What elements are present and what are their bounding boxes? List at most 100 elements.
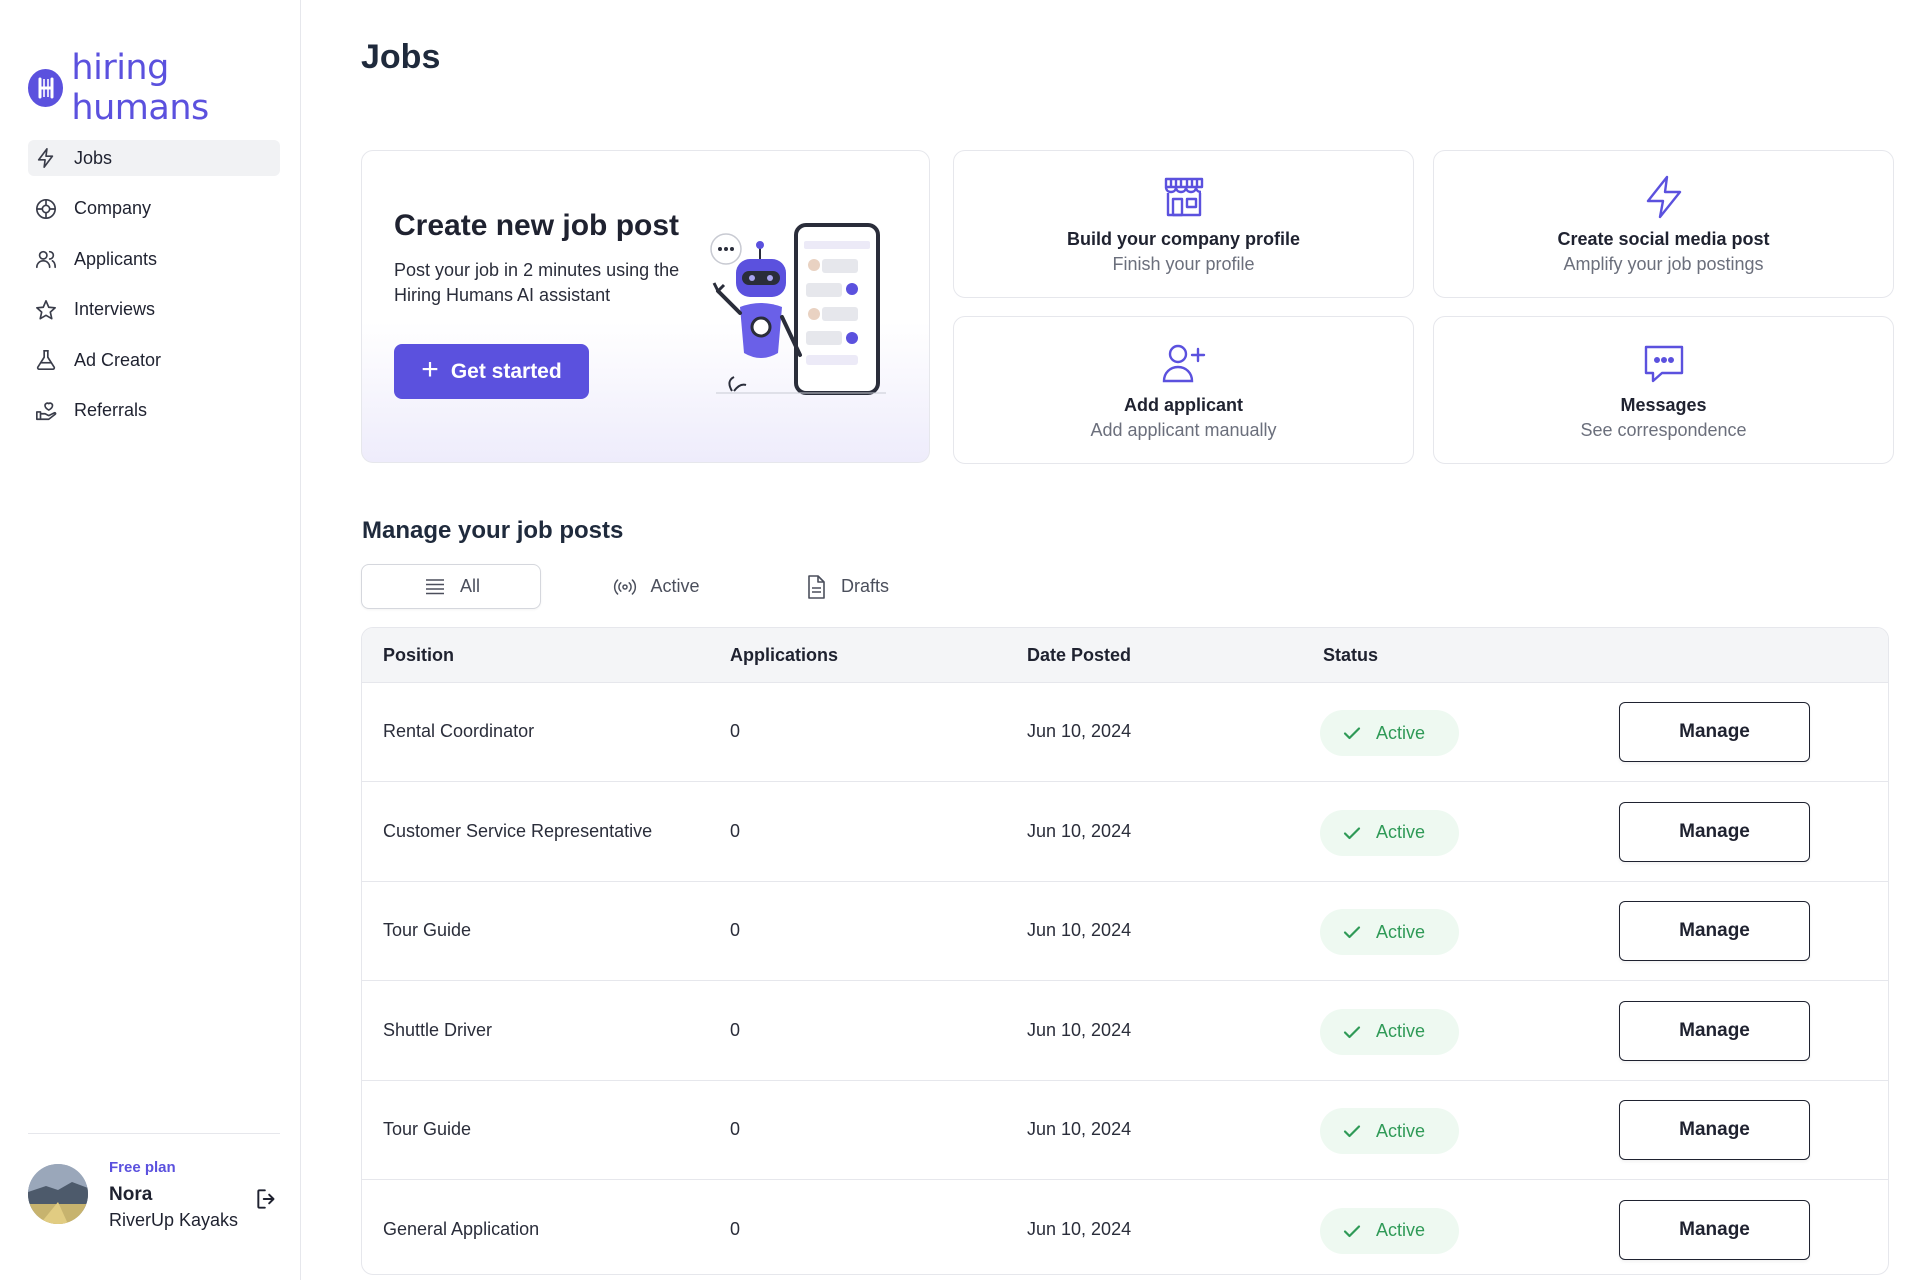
- sidebar-item-label: Jobs: [74, 147, 113, 168]
- date-posted-cell: Jun 10, 2024: [1027, 1119, 1132, 1139]
- card-subtitle: See correspondence: [1580, 420, 1747, 440]
- status-label: Active: [1376, 722, 1426, 743]
- messages-card[interactable]: Messages See correspondence: [1433, 316, 1894, 464]
- robot-illustration-icon: [702, 221, 902, 401]
- status-label: Active: [1376, 1220, 1426, 1240]
- table-row: Rental Coordinator 0 Jun 10, 2024 Active…: [362, 683, 1888, 782]
- card-title: Build your company profile: [1066, 229, 1301, 249]
- job-filter-tabs: All Active Drafts: [361, 564, 921, 609]
- sidebar-item-applicants[interactable]: Applicants: [28, 241, 280, 277]
- check-icon: [1343, 1125, 1361, 1138]
- position-cell: Tour Guide: [383, 1119, 472, 1139]
- check-icon: [1343, 1025, 1361, 1038]
- manage-button[interactable]: Manage: [1619, 1000, 1810, 1061]
- card-title: Create social media post: [1557, 229, 1770, 249]
- users-icon: [34, 247, 58, 271]
- sidebar-item-company[interactable]: Company: [28, 191, 280, 227]
- check-icon: [1343, 727, 1361, 740]
- broadcast-icon: [612, 574, 638, 600]
- applications-cell: 0: [730, 1119, 741, 1139]
- avatar[interactable]: [28, 1164, 88, 1224]
- sidebar-item-ad-creator[interactable]: Ad Creator: [28, 342, 280, 378]
- table-row: General Application 0 Jun 10, 2024 Activ…: [362, 1181, 1888, 1275]
- tab-label: All: [459, 576, 480, 596]
- date-posted-cell: Jun 10, 2024: [1027, 721, 1132, 741]
- storefront-icon: [1160, 173, 1208, 221]
- status-label: Active: [1376, 1021, 1426, 1041]
- tab-all[interactable]: All: [361, 564, 541, 609]
- table-row: Shuttle Driver 0 Jun 10, 2024 Active Man…: [362, 982, 1888, 1081]
- logo-mark-icon: [28, 69, 64, 107]
- sidebar-item-label: Ad Creator: [74, 349, 162, 370]
- date-posted-cell: Jun 10, 2024: [1027, 920, 1132, 940]
- user-panel: Free plan Nora RiverUp Kayaks: [28, 1133, 280, 1230]
- tab-active[interactable]: Active: [581, 564, 731, 609]
- manage-section-title: Manage your job posts: [362, 517, 624, 544]
- manage-button[interactable]: Manage: [1619, 1199, 1810, 1260]
- hero-title: Create new job post: [394, 209, 680, 242]
- lightning-icon: [1640, 173, 1688, 221]
- sidebar-item-interviews[interactable]: Interviews: [28, 292, 280, 328]
- date-posted-cell: Jun 10, 2024: [1027, 1218, 1132, 1239]
- user-name: Nora: [109, 1184, 153, 1205]
- tab-label: Drafts: [840, 576, 889, 596]
- card-title: Messages: [1620, 395, 1707, 415]
- card-subtitle: Finish your profile: [1112, 254, 1255, 274]
- manage-button[interactable]: Manage: [1619, 1100, 1810, 1160]
- star-icon: [34, 298, 58, 322]
- sidebar-item-label: Interviews: [74, 299, 156, 319]
- applications-cell: 0: [730, 920, 741, 940]
- plan-label[interactable]: Free plan: [109, 1159, 176, 1176]
- sidebar-nav: Jobs Company Applicants Interviews Ad Cr…: [28, 140, 280, 443]
- status-badge: Active: [1320, 1108, 1459, 1154]
- manage-button[interactable]: Manage: [1619, 901, 1810, 961]
- position-cell: General Application: [383, 1218, 540, 1239]
- sidebar-item-label: Company: [74, 198, 152, 218]
- column-header-date-posted: Date Posted: [1027, 645, 1132, 665]
- check-icon: [1343, 1224, 1361, 1237]
- table-row: Tour Guide 0 Jun 10, 2024 Active Manage: [362, 882, 1888, 981]
- applications-cell: 0: [730, 721, 741, 741]
- brand-name: hiring humans: [71, 48, 209, 128]
- sidebar-item-label: Applicants: [74, 248, 158, 269]
- get-started-button[interactable]: + Get started: [394, 344, 589, 399]
- manage-button[interactable]: Manage: [1619, 801, 1810, 862]
- sidebar-item-referrals[interactable]: Referrals: [28, 393, 280, 429]
- add-applicant-card[interactable]: Add applicant Add applicant manually: [953, 316, 1414, 464]
- create-social-post-card[interactable]: Create social media post Amplify your jo…: [1433, 150, 1894, 298]
- user-company: RiverUp Kayaks: [109, 1210, 239, 1230]
- position-cell: Customer Service Representative: [383, 820, 653, 841]
- page-title: Jobs: [361, 38, 441, 76]
- tab-drafts[interactable]: Drafts: [771, 564, 921, 609]
- table-header: Position Applications Date Posted Status: [362, 628, 1888, 683]
- table-row: Tour Guide 0 Jun 10, 2024 Active Manage: [362, 1081, 1888, 1180]
- check-icon: [1343, 926, 1361, 939]
- card-subtitle: Amplify your job postings: [1563, 254, 1764, 274]
- status-badge: Active: [1320, 1008, 1459, 1055]
- hand-heart-icon: [34, 399, 58, 423]
- position-cell: Rental Coordinator: [383, 721, 535, 741]
- add-user-icon: [1160, 339, 1208, 387]
- logout-icon[interactable]: [254, 1186, 280, 1212]
- card-title: Add applicant: [1123, 395, 1243, 415]
- company-icon: [34, 197, 58, 221]
- manage-button[interactable]: Manage: [1619, 702, 1810, 762]
- sidebar-item-jobs[interactable]: Jobs: [28, 140, 280, 176]
- applications-cell: 0: [730, 1218, 741, 1239]
- position-cell: Tour Guide: [383, 920, 472, 940]
- status-label: Active: [1376, 1120, 1426, 1141]
- lightning-icon: [34, 146, 58, 170]
- applications-cell: 0: [730, 820, 741, 841]
- job-posts-table: Position Applications Date Posted Status…: [361, 627, 1889, 1275]
- column-header-status: Status: [1323, 645, 1379, 665]
- column-header-position: Position: [383, 645, 454, 665]
- document-icon: [803, 574, 829, 600]
- date-posted-cell: Jun 10, 2024: [1027, 1019, 1132, 1040]
- sidebar: hiring humans Jobs Company Applicants In…: [0, 0, 301, 1280]
- check-icon: [1343, 826, 1361, 839]
- tab-label: Active: [650, 576, 700, 596]
- column-header-applications: Applications: [730, 645, 839, 665]
- build-company-profile-card[interactable]: Build your company profile Finish your p…: [953, 150, 1414, 298]
- brand-logo[interactable]: hiring humans: [28, 48, 300, 128]
- status-badge: Active: [1320, 710, 1459, 756]
